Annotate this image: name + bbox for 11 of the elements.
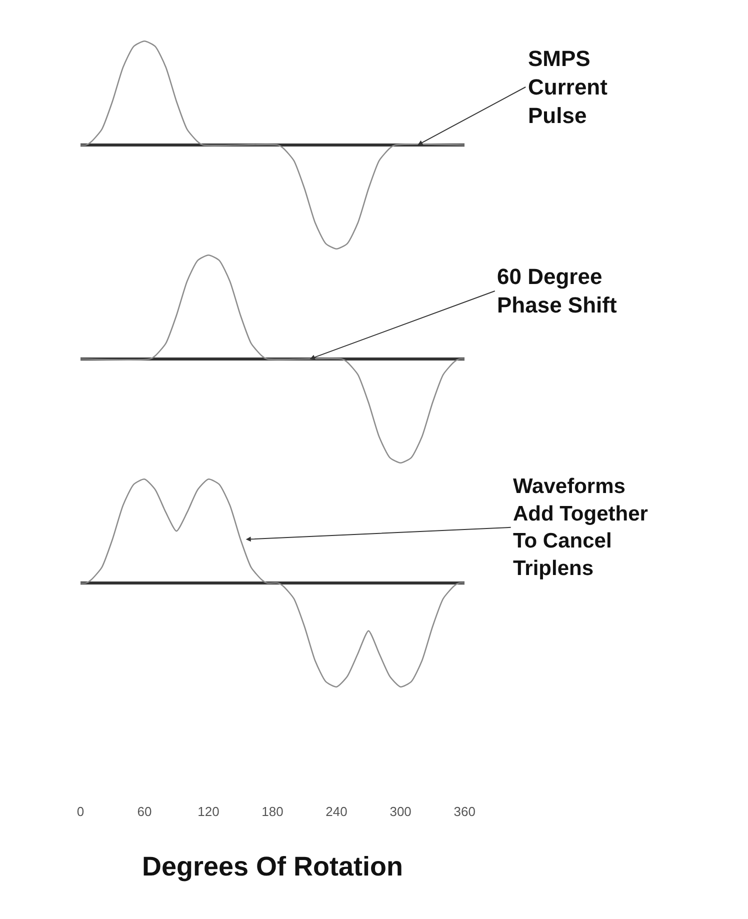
x-tick-label: 0: [76, 804, 84, 819]
x-tick-label: 180: [262, 804, 284, 819]
x-axis-title: Degrees Of Rotation: [142, 851, 404, 882]
x-tick-label: 240: [326, 804, 348, 819]
x-tick-label: 60: [137, 804, 152, 819]
annotation: SMPS Current Pulse: [528, 46, 608, 128]
x-tick-label: 300: [390, 804, 412, 819]
x-tick-label: 120: [198, 804, 220, 819]
x-tick-label: 360: [454, 804, 476, 819]
annotation: Waveforms Add Together To Cancel Triplens: [513, 475, 648, 580]
annotation: 60 Degree Phase Shift: [497, 264, 618, 318]
